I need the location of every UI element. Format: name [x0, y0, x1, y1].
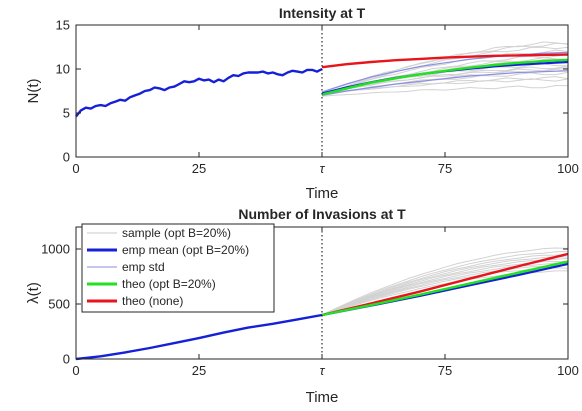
sample-line: [321, 250, 569, 316]
history-line: [75, 313, 323, 361]
x-tick-label: 25: [192, 161, 206, 176]
chart-title: Number of Invasions at T: [238, 206, 406, 222]
series-lines: [75, 53, 569, 118]
plot-area: [76, 25, 568, 157]
legend-label: theo (opt B=20%): [122, 277, 216, 291]
y-tick-label: 0: [63, 352, 70, 367]
x-tick-label: 100: [557, 161, 579, 176]
y-tick-label: 10: [56, 62, 70, 77]
y-tick-label: 1000: [41, 242, 70, 257]
x-tick-label: 75: [438, 363, 452, 378]
sample-line: [321, 247, 569, 316]
sample-line: [321, 254, 569, 316]
legend-label: sample (opt B=20%): [122, 226, 231, 240]
series-lines: [75, 252, 569, 361]
y-axis-label: N(t): [25, 79, 42, 104]
y-tick-label: 15: [56, 18, 70, 33]
sample-line: [321, 257, 569, 316]
sample-line: [321, 46, 569, 95]
sample-line: [321, 65, 569, 95]
emp-std-line: [321, 70, 569, 96]
intensity-chart: Intensity at T 0 25 τ 75 100 0 5 10 15 Time N(t…: [25, 5, 579, 202]
x-tick-label: 25: [192, 363, 206, 378]
theo-opt-line: [321, 260, 569, 317]
legend-label: emp std: [122, 260, 165, 274]
legend-label: theo (none): [122, 294, 183, 308]
x-tick-label: τ: [320, 363, 326, 378]
invasions-chart: Number of Invasions at T 0 25 τ 75 100 0 500 1…: [25, 206, 579, 406]
y-tick-label: 500: [48, 297, 70, 312]
x-axis-label: Time: [306, 185, 339, 202]
chart-title: Intensity at T: [279, 5, 366, 21]
y-axis-ticks: 0 500 1000: [41, 242, 568, 367]
x-axis-label: Time: [306, 389, 339, 406]
sample-line: [321, 84, 569, 97]
x-tick-label: 0: [72, 161, 79, 176]
x-axis-ticks: 0 25 τ 75 100: [72, 25, 579, 176]
sample-line: [321, 78, 569, 95]
theo-none-line: [321, 53, 569, 69]
theo-opt-line: [321, 58, 569, 96]
x-tick-label: τ: [320, 161, 326, 176]
x-tick-label: 100: [557, 363, 579, 378]
sample-line: [321, 262, 569, 316]
x-tick-label: 75: [438, 161, 452, 176]
y-axis-ticks: 0 5 10 15: [56, 18, 568, 165]
sample-line: [321, 264, 569, 316]
y-axis-label: λ(t): [25, 282, 42, 304]
x-tick-label: 0: [72, 363, 79, 378]
sample-lines: [321, 247, 569, 316]
x-axis-ticks: 0 25 τ 75 100: [72, 227, 579, 378]
y-tick-label: 5: [63, 106, 70, 121]
theo-none-line: [321, 252, 569, 317]
legend: sample (opt B=20%) emp mean (opt B=20%) em…: [81, 223, 275, 313]
legend-label: emp mean (opt B=20%): [122, 243, 249, 257]
sample-line: [321, 256, 569, 316]
y-tick-label: 0: [63, 150, 70, 165]
history-line: [75, 67, 323, 118]
legend-box: [81, 223, 275, 313]
